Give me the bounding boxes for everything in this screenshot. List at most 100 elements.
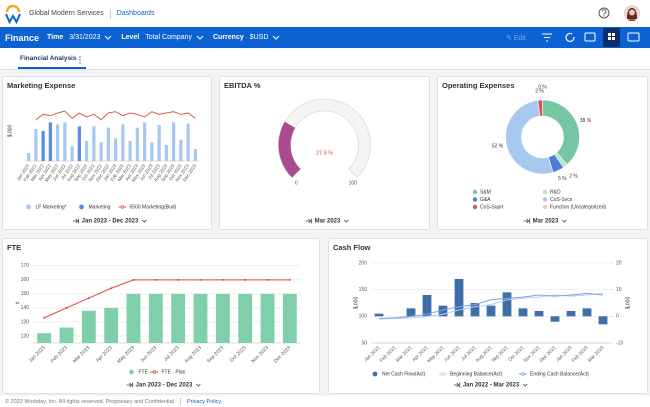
line-marker [266,278,269,281]
line [43,279,290,319]
chart-title: FTE [7,243,21,252]
bar [193,293,208,343]
bar [121,124,125,161]
page-title: Finance [5,32,40,43]
legend-swatch [441,372,445,376]
x-tick-label: Sep 2023 [206,345,226,365]
legend-swatch [472,189,478,195]
grid-view-icon[interactable] [603,28,620,47]
bar [406,308,416,317]
edit-label: Edit [513,34,526,42]
chevron [142,219,147,223]
filter-value: 3/31/2023 [69,34,101,41]
filter[interactable]: Currency $USD [213,34,280,41]
x-tick-label: Mar 2023 [72,345,91,364]
legend-swatch [152,370,157,374]
legend-swatch [120,205,125,209]
tab[interactable]: Financial Analysis [20,55,77,62]
bar [106,127,111,161]
legend-swatch [472,197,478,202]
bar [238,293,253,343]
bar [128,141,132,161]
bar [582,308,592,317]
x-tick-label: Jan 2023 [28,345,47,364]
refresh-icon[interactable] [565,32,575,43]
filter[interactable]: Level Total Company [121,34,204,41]
filter-icon[interactable] [542,33,552,42]
filter-label: Currency [213,34,244,41]
toolbar-icons [542,28,640,47]
period-selector[interactable]: Mar 2023 [533,219,559,225]
slice-label: 5 % [558,176,567,182]
x-tick-label: Feb 2023 [571,345,590,364]
bar [598,316,608,325]
y-tick-label: 50 [361,340,367,346]
period-selector[interactable]: Mar 2023 [315,219,341,225]
bar [422,295,432,317]
bar [70,146,74,161]
avatar[interactable] [624,5,640,21]
bar [63,122,67,161]
divider [179,398,181,405]
period-selector[interactable]: Jan 2023 - Dec 2023 [82,219,139,225]
chevron [562,219,567,223]
bar [518,308,528,317]
y2-tick-label: 0 [616,314,619,320]
filter[interactable]: Time 3/31/2023 [47,34,112,41]
chevron [344,219,349,223]
chevron-path [196,35,204,40]
y-tick-label: 150 [359,287,368,293]
toolbar: Finance Time 3/31/2023 Level Total Company C… [0,27,650,48]
legend-swatch [372,371,378,377]
chevron [196,35,204,40]
chevron-path [105,35,112,40]
y2-axis-label: $,000 [625,297,631,310]
bar [260,293,275,343]
y-tick-label: 160 [21,277,30,283]
legend-label: Function (Uncategorized) [550,204,606,210]
bar [92,126,96,161]
bar [171,293,186,343]
legend-label: FTE [139,369,149,375]
x-tick-label: Sep 2022 [491,345,510,364]
legend-label: S&M [480,189,491,195]
period-selector[interactable]: Jan 2022 - Mar 2023 [463,383,520,389]
bar [502,292,512,317]
logo [5,4,21,24]
y2-tick-label: -10 [616,340,623,346]
bar [486,305,496,317]
legend-label: Beginning Balance(Act) [450,371,503,377]
card: Operating Expenses Mar 2023 38 % 2 % 5 % 52 %… [437,76,648,230]
line-marker [288,278,291,281]
bar [566,311,576,317]
bar [454,279,464,317]
filter-value: Total Company [145,34,192,41]
legend-label: Marketing [89,204,111,210]
slice-label: 2 % [535,88,544,94]
y-tick-label: 100 [359,314,368,320]
slice-label: 2 % [569,174,578,180]
bar [215,293,230,343]
copyright: © 2022 Workday, Inc. All rights reserved… [5,398,174,405]
x-tick-label: Jun 2023 [139,345,158,364]
dashboards-link[interactable]: Dashboards [116,10,155,17]
x-tick-label: Mar 2023 [587,345,606,364]
period-icon [72,218,80,224]
privacy-link[interactable]: Privacy Policy [186,398,222,405]
tab-menu[interactable] [78,55,82,65]
donut-slice [542,99,580,165]
y-axis-label: $,000 [7,125,13,138]
bar [55,124,60,161]
divider [109,8,111,19]
line-marker [43,316,46,319]
present-icon[interactable] [627,32,640,42]
footer: © 2022 Workday, Inc. All rights reserved… [0,396,650,407]
bar [164,145,169,161]
help-icon[interactable] [598,7,610,19]
period-selector[interactable]: Jan 2023 - Dec 2023 [136,383,193,389]
export-icon[interactable] [584,32,596,42]
edit-button[interactable]: ✎ Edit [506,34,526,42]
bar [150,142,154,161]
bar [179,139,183,161]
